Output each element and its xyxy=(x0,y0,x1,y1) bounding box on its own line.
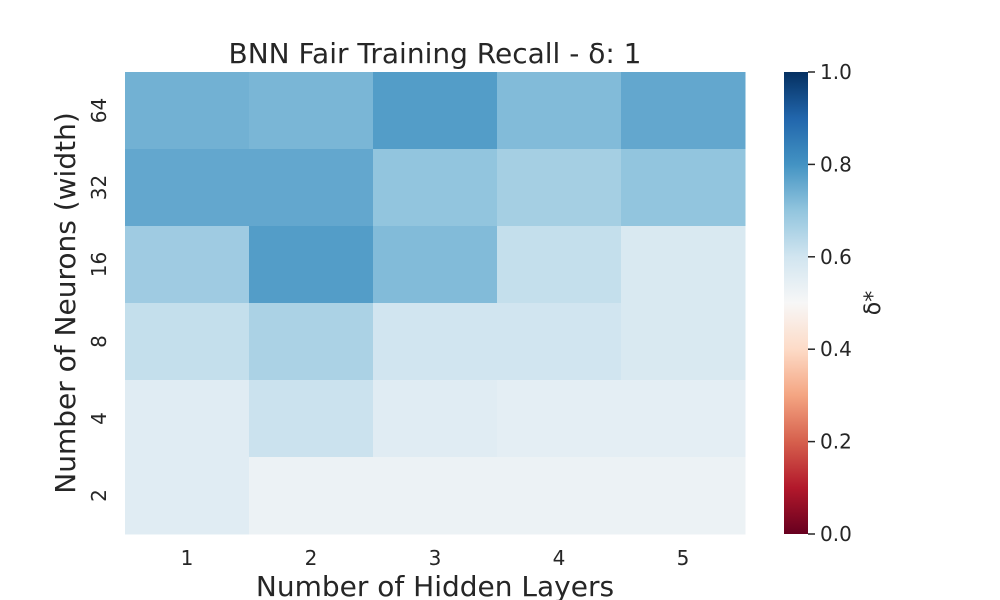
heatmap-cell xyxy=(249,380,374,458)
y-tick-label: 64 xyxy=(87,98,111,123)
x-tick-label: 1 xyxy=(181,546,194,570)
heatmap-cell xyxy=(497,149,622,227)
x-tick-label: 4 xyxy=(553,546,566,570)
heatmap-cell xyxy=(125,380,250,458)
heatmap-cell xyxy=(125,226,250,304)
heatmap-cell xyxy=(249,457,374,535)
heatmap-cell xyxy=(249,149,374,227)
heatmap-cell xyxy=(249,72,374,150)
heatmap-cell xyxy=(249,226,374,304)
y-tick-label: 2 xyxy=(87,489,111,502)
heatmap-cell xyxy=(373,380,498,458)
chart-title: BNN Fair Training Recall - δ: 1 xyxy=(229,37,642,70)
colorbar-tick-label: 0.8 xyxy=(820,152,852,176)
y-tick-label: 4 xyxy=(87,412,111,425)
heatmap-cell xyxy=(373,226,498,304)
x-tick-label: 3 xyxy=(429,546,442,570)
y-tick-label: 16 xyxy=(87,252,111,277)
colorbar-label: δ* xyxy=(861,291,886,315)
heatmap-cell xyxy=(125,303,250,381)
x-tick-label: 2 xyxy=(305,546,318,570)
heatmap-cell xyxy=(125,149,250,227)
colorbar-tick-label: 0.2 xyxy=(820,430,852,454)
colorbar-tick-label: 0.0 xyxy=(820,522,852,546)
heatmap-cell xyxy=(621,72,746,150)
y-tick-label: 32 xyxy=(87,175,111,200)
x-tick-labels: 1 2 3 4 5 xyxy=(181,546,690,570)
heatmap-cell xyxy=(125,457,250,535)
heatmap-cell xyxy=(497,457,622,535)
x-tick-label: 5 xyxy=(677,546,690,570)
heatmap-cell xyxy=(621,457,746,535)
heatmap-cell xyxy=(249,303,374,381)
heatmap-cell xyxy=(373,149,498,227)
heatmap-cell xyxy=(373,72,498,150)
y-tick-label: 8 xyxy=(87,335,111,348)
colorbar-tick-label: 0.4 xyxy=(820,337,852,361)
colorbar-ticks: 0.0 0.2 0.4 0.6 0.8 1.0 xyxy=(808,60,852,546)
heatmap-cell xyxy=(621,226,746,304)
heatmap-cell xyxy=(621,303,746,381)
x-axis-label: Number of Hidden Layers xyxy=(256,570,614,600)
heatmap-cell xyxy=(125,72,250,150)
heatmap-cell xyxy=(497,72,622,150)
heatmap-cell xyxy=(373,303,498,381)
y-axis-label: Number of Neurons (width) xyxy=(49,112,82,493)
heatmap-cell xyxy=(621,149,746,227)
heatmap-cell xyxy=(373,457,498,535)
heatmap-cell xyxy=(621,380,746,458)
colorbar xyxy=(784,72,808,534)
y-tick-labels: 64 32 16 8 4 2 xyxy=(87,98,111,502)
colorbar-tick-label: 0.6 xyxy=(820,245,852,269)
heatmap-cell xyxy=(497,380,622,458)
heatmap-cells xyxy=(125,72,746,535)
heatmap-cell xyxy=(497,303,622,381)
heatmap-cell xyxy=(497,226,622,304)
colorbar-tick-label: 1.0 xyxy=(820,60,852,84)
